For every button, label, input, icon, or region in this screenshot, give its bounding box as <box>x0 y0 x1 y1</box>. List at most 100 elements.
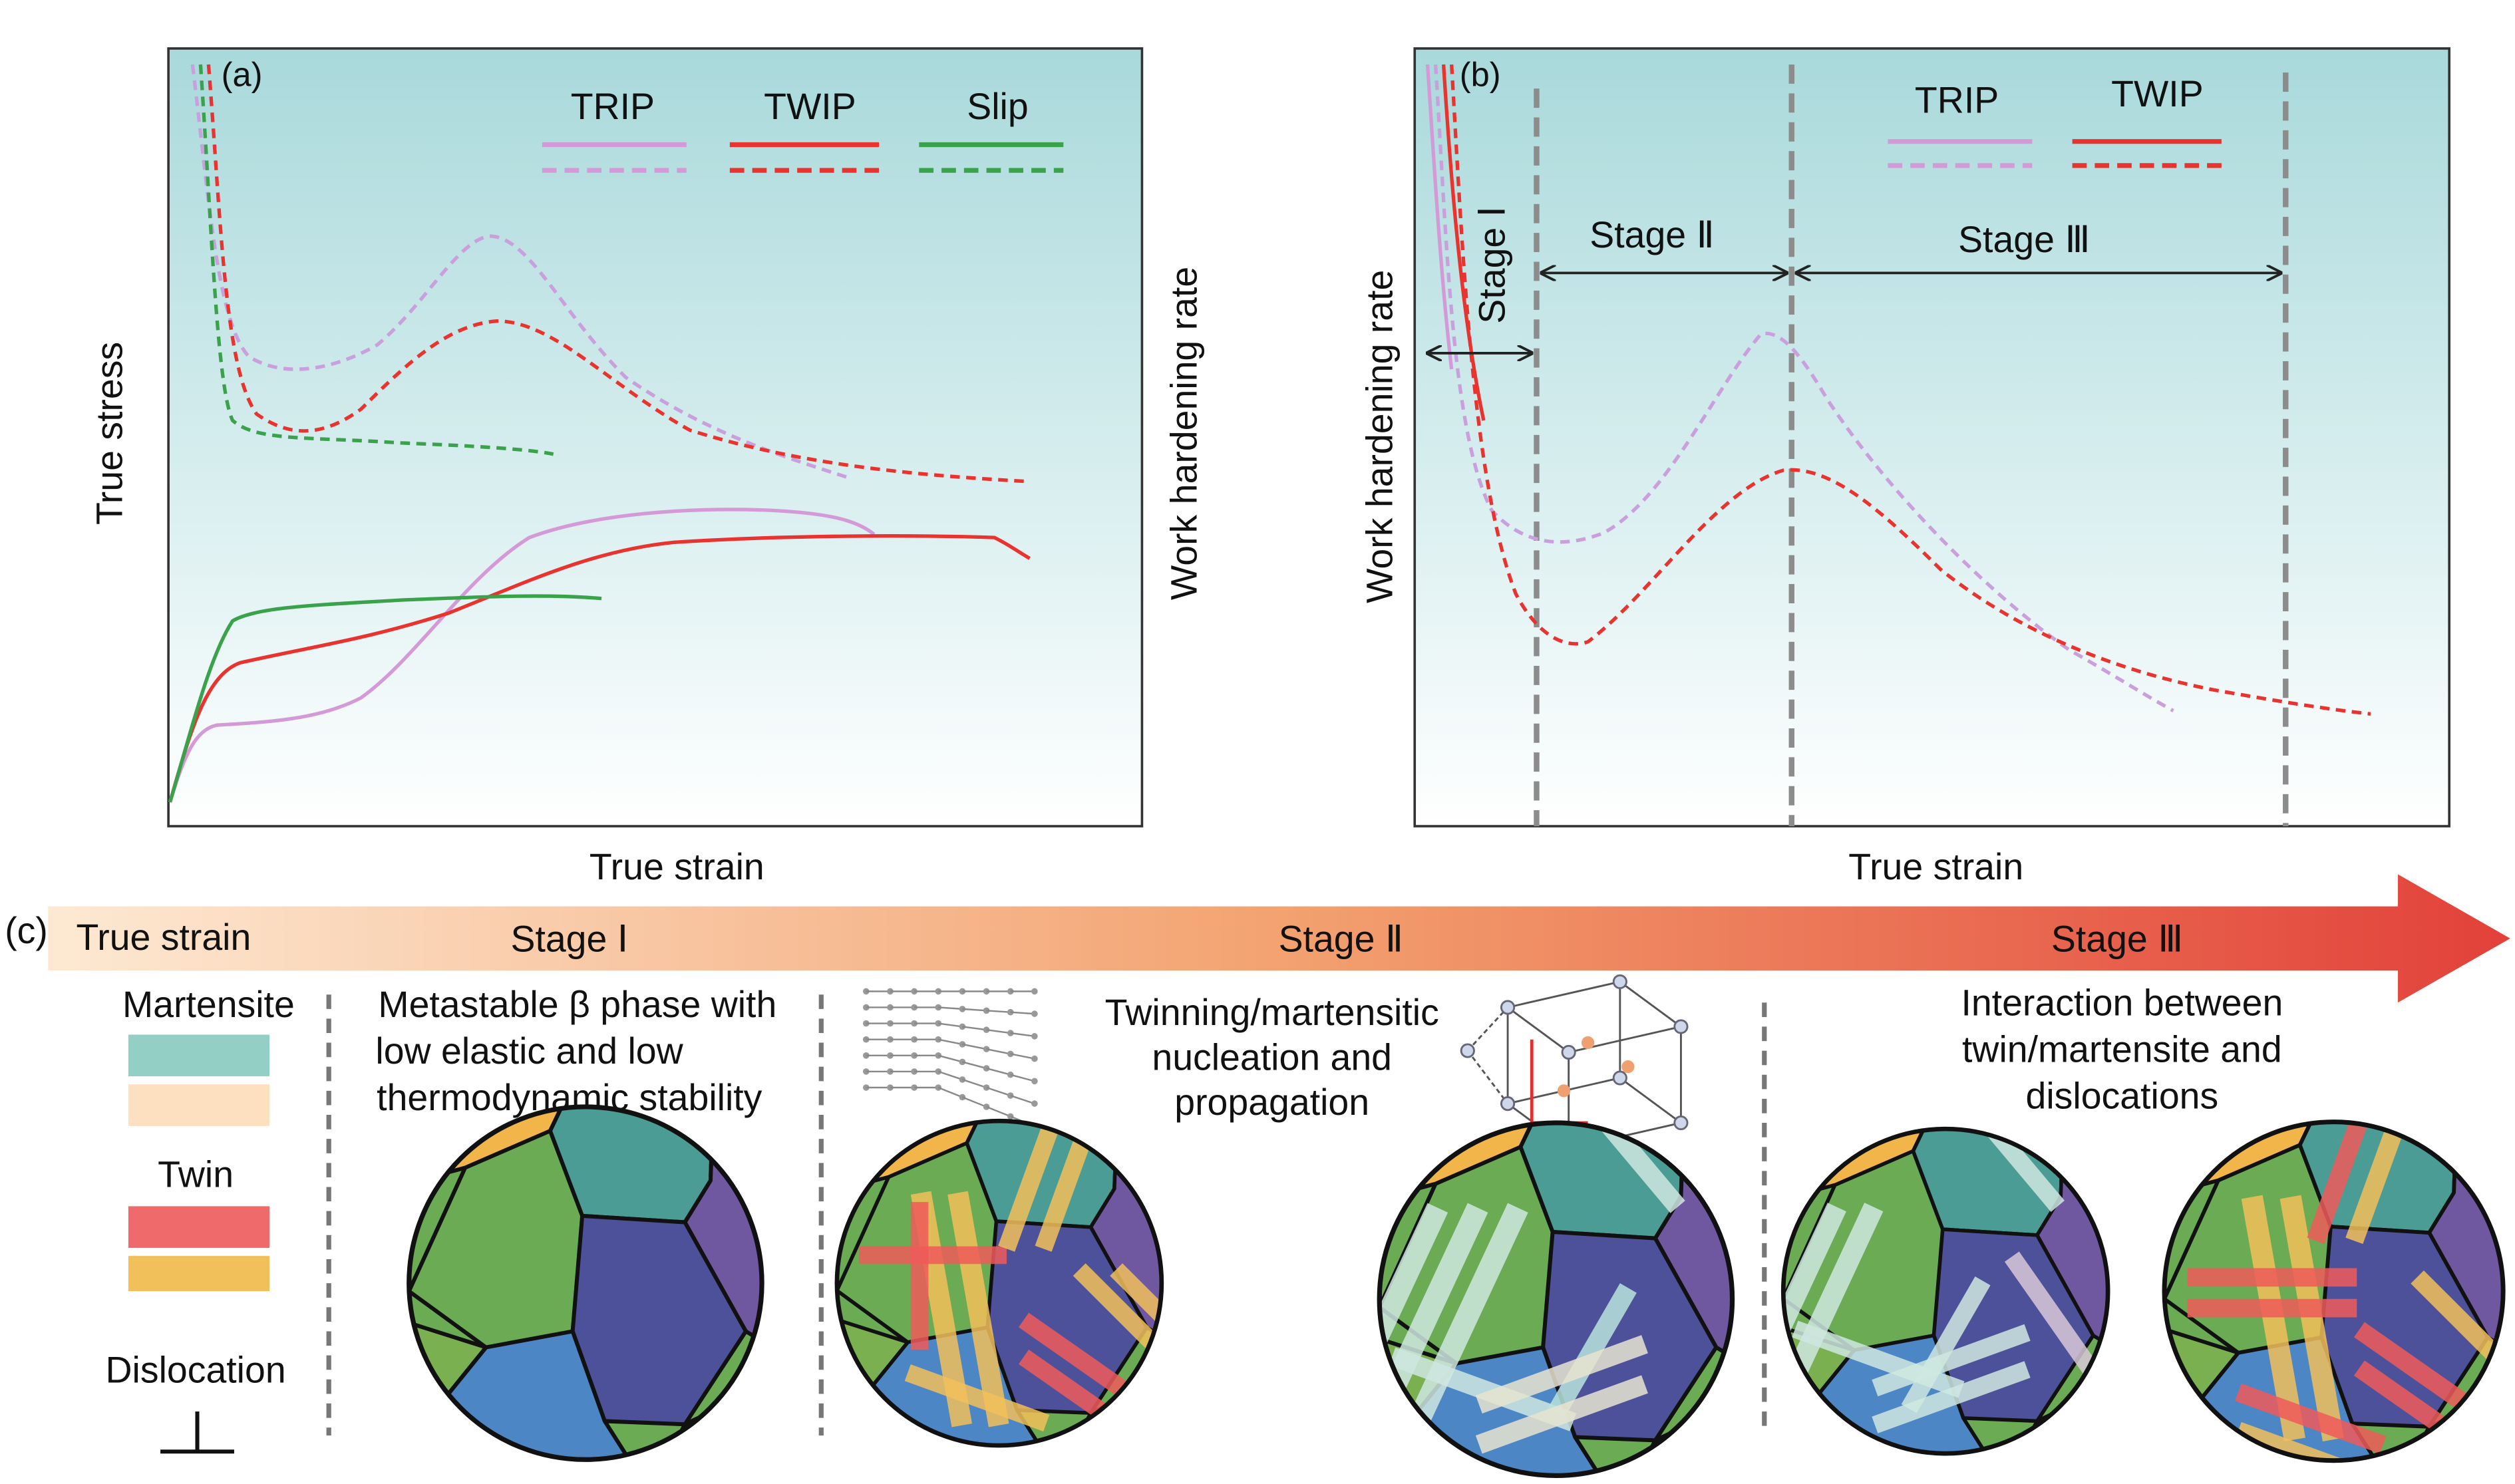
slip-dashed <box>198 64 554 456</box>
lattice-bond <box>937 1070 963 1081</box>
lamella <box>910 1202 929 1350</box>
panel-b-frame <box>1413 47 2450 827</box>
lattice-bond <box>961 1096 987 1108</box>
lattice-bond <box>937 1086 963 1098</box>
lattice-bond <box>1010 1074 1035 1082</box>
lattice-bond <box>986 1086 1011 1097</box>
grain-map <box>2164 1121 2504 1461</box>
lattice-node <box>1031 1100 1038 1107</box>
lamella <box>998 1121 1061 1252</box>
lattice-bond <box>1010 1032 1035 1038</box>
description-line: Interaction between <box>1961 982 2283 1024</box>
slip-solid <box>168 594 602 803</box>
lattice-bond <box>962 1078 987 1089</box>
x-axis-label: True strain <box>1848 846 2023 887</box>
panel-a-curves <box>168 64 1031 803</box>
legend-swatch <box>128 1256 269 1292</box>
twip-solid <box>168 534 1031 803</box>
grains <box>385 1091 786 1484</box>
lamella <box>1872 1324 2031 1397</box>
y-axis-label: True stress <box>88 342 130 525</box>
lattice-bond <box>1010 1094 1035 1105</box>
stage-label: Stage Ⅱ <box>1590 214 1715 255</box>
lattice-bond <box>962 1061 987 1070</box>
arrow-label: True strain <box>76 917 251 958</box>
description-line: Twinning/martensitic <box>1105 992 1439 1033</box>
lamella <box>2187 1298 2357 1318</box>
grain-circle <box>2162 1119 2506 1463</box>
lattice-bond <box>962 1026 987 1031</box>
lattice-bond <box>938 1006 963 1010</box>
lattice-bond <box>986 1067 1011 1076</box>
grain-outline <box>1377 1120 1735 1479</box>
lattice-bond <box>962 1008 987 1012</box>
grains <box>1355 1107 1757 1484</box>
stage-label: Stage Ⅱ <box>1279 918 1404 959</box>
lattice-bond <box>1010 1011 1035 1015</box>
lattice-sketch <box>862 988 1038 1129</box>
lamella <box>2279 1195 2344 1441</box>
lattice-bond <box>1010 1053 1035 1060</box>
y-axis-label: Work hardening rate <box>1359 270 1401 603</box>
legend-label: TRIP <box>571 86 655 127</box>
lamella <box>2241 1195 2305 1441</box>
lattice-bond <box>986 1106 1011 1117</box>
lattice-node <box>1031 1078 1038 1085</box>
grain-circle <box>834 1118 1164 1448</box>
lamella <box>2004 1251 2104 1383</box>
legend-swatch <box>128 1206 269 1249</box>
legend-label: TWIP <box>2111 73 2204 114</box>
y2-axis-label: Work hardening rate <box>1164 267 1205 600</box>
stage-label: Stage Ⅰ <box>510 918 628 959</box>
lamella <box>2187 1268 2357 1287</box>
lamella <box>1475 1335 1648 1414</box>
lattice-node <box>1031 1033 1038 1040</box>
trip-dashed <box>1433 64 2174 712</box>
grains <box>1761 1114 2130 1483</box>
legend-swatch <box>128 1034 269 1077</box>
legend-label: Slip <box>967 86 1028 127</box>
legend-swatch <box>128 1084 269 1126</box>
lamella <box>1475 1375 1648 1454</box>
legend-lines <box>542 142 1064 173</box>
grain-circle <box>1761 1114 2130 1483</box>
lamella <box>2164 1352 2181 1442</box>
lamella <box>2307 1121 2367 1245</box>
description-line: twin/martensite and <box>1962 1029 2282 1070</box>
panel-label: (c) <box>5 910 48 951</box>
lamella <box>1035 1121 1097 1252</box>
lamella <box>1110 1263 1162 1380</box>
microstructures <box>385 1091 2506 1484</box>
lattice-node <box>1031 1055 1038 1062</box>
legend-lines <box>1888 139 2222 168</box>
description-line: Metastable β phase with <box>378 984 776 1025</box>
lattice-bond <box>938 1038 963 1046</box>
lamella <box>1389 1347 1577 1431</box>
strain-arrow <box>48 874 2510 1003</box>
legend-label: TRIP <box>1915 79 1999 120</box>
grain-circle <box>1355 1107 1757 1484</box>
grain-outline <box>2162 1119 2506 1463</box>
grain-outline <box>1780 1126 2110 1456</box>
grain-map <box>385 1091 786 1484</box>
panel-a-frame <box>167 47 1144 827</box>
stage-label: Stage Ⅰ <box>1471 206 1512 324</box>
lamella <box>904 1364 1050 1431</box>
lamella <box>1392 1203 1528 1460</box>
lamella <box>859 1246 1007 1264</box>
legend-label: Twin <box>158 1154 234 1195</box>
lamella <box>1548 1283 1637 1418</box>
lamella <box>2345 1121 2405 1245</box>
dislocation-symbol <box>160 1411 234 1454</box>
legend-label: Martensite <box>122 984 295 1025</box>
description-line: dislocations <box>2026 1076 2219 1117</box>
lattice-node <box>1031 1010 1038 1017</box>
lattice-bond <box>986 1048 1011 1055</box>
twip-dashed <box>206 64 1027 484</box>
legend-label: TWIP <box>764 86 856 127</box>
lattice-bond <box>938 1022 963 1028</box>
lattice-bond <box>986 1029 1011 1034</box>
description-line: low elastic and low <box>375 1030 683 1072</box>
lamella <box>2235 1384 2387 1454</box>
